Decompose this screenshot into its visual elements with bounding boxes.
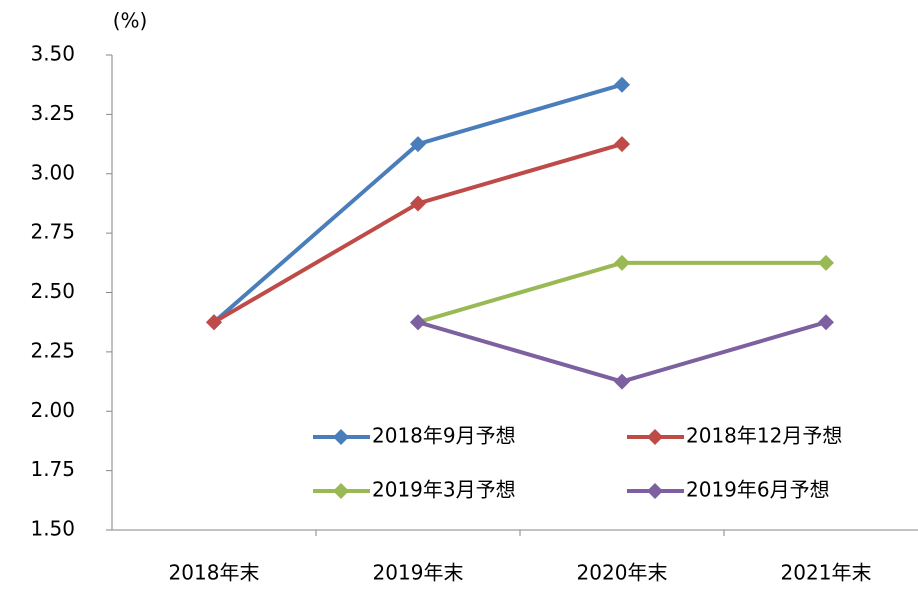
- x-tick-label: 2019年末: [373, 561, 464, 585]
- y-tick-label: 2.50: [30, 279, 75, 303]
- y-tick-label: 3.50: [30, 42, 75, 66]
- y-tick-label: 2.25: [30, 338, 75, 362]
- x-tick-label: 2018年末: [169, 561, 260, 585]
- y-axis-unit: (%): [113, 9, 148, 33]
- legend-marker: [647, 429, 663, 445]
- point-marker: [410, 136, 426, 153]
- x-tick-label: 2021年末: [781, 561, 872, 585]
- series-line: [417, 320, 827, 384]
- legend-marker: [333, 429, 349, 445]
- legend-marker: [647, 483, 663, 499]
- y-tick-label: 1.50: [30, 517, 75, 541]
- point-marker: [614, 76, 630, 93]
- y-tick-label: 3.25: [30, 101, 75, 125]
- series-line: [212, 142, 623, 324]
- y-tick-label: 3.00: [30, 160, 75, 184]
- y-tick-label: 2.00: [30, 398, 75, 422]
- point-marker: [206, 314, 222, 331]
- y-tick-label: 1.75: [30, 457, 75, 481]
- point-marker: [614, 373, 630, 390]
- y-tick-label: 2.75: [30, 220, 75, 244]
- legend-label: 2018年9月予想: [372, 424, 516, 448]
- point-marker: [818, 314, 834, 331]
- x-tick-label: 2020年末: [577, 561, 668, 585]
- point-marker: [410, 195, 426, 212]
- series-line: [417, 260, 826, 325]
- point-marker: [410, 314, 426, 331]
- point-marker: [818, 254, 834, 271]
- point-marker: [614, 136, 630, 153]
- legend-label: 2018年12月予想: [686, 424, 842, 448]
- point-marker: [614, 254, 630, 271]
- legend-marker: [333, 483, 349, 499]
- legend-label: 2019年6月予想: [686, 478, 830, 502]
- legend-label: 2019年3月予想: [372, 478, 516, 502]
